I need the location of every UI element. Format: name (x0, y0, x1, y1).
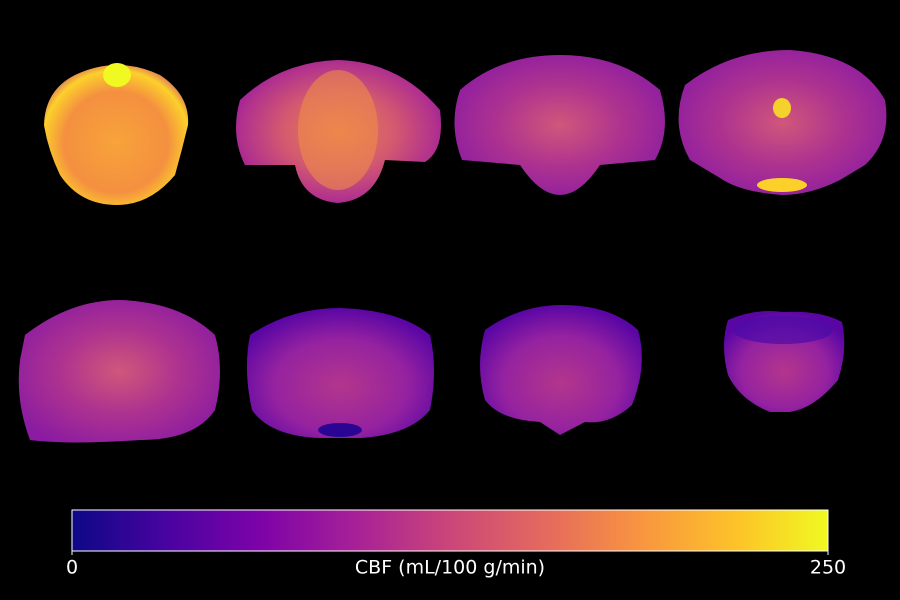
brain-slices (18, 50, 887, 443)
slice (678, 50, 887, 195)
slice (480, 305, 642, 435)
slice-highlight (773, 98, 791, 118)
slice-highlight (103, 63, 131, 87)
colorbar-tick-label: 250 (810, 557, 846, 579)
slice-dark (318, 423, 362, 437)
slice (18, 300, 220, 443)
slice-highlight (757, 178, 807, 192)
colorbar (71, 509, 829, 552)
slice (246, 308, 434, 438)
slice (44, 65, 189, 205)
slice (454, 55, 665, 195)
colorbar-label: CBF (mL/100 g/min) (355, 557, 545, 579)
slice-dark (733, 316, 833, 344)
colorbar-tick-label: 0 (66, 557, 78, 579)
slice-core (298, 70, 378, 190)
